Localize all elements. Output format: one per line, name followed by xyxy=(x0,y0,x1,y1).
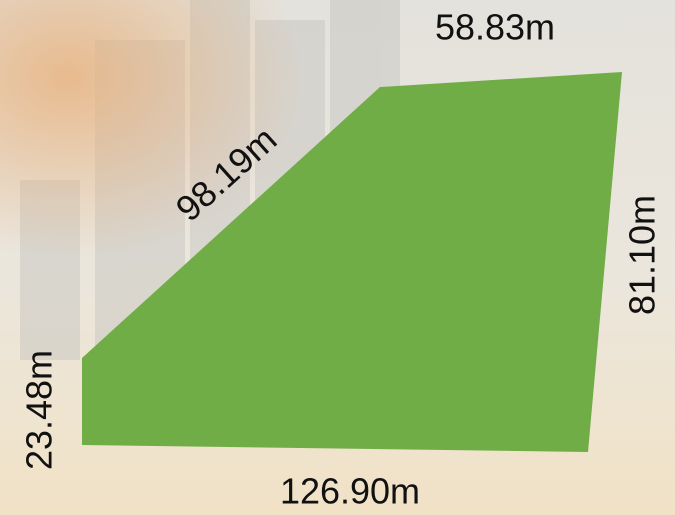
side-label: 81.10m xyxy=(622,195,663,315)
side-label: 58.83m xyxy=(435,7,555,48)
side-label: 23.48m xyxy=(19,350,60,470)
side-label: 126.90m xyxy=(280,471,420,512)
diagram: 58.83m 98.19m 81.10m 23.48m 126.90m xyxy=(0,0,675,515)
